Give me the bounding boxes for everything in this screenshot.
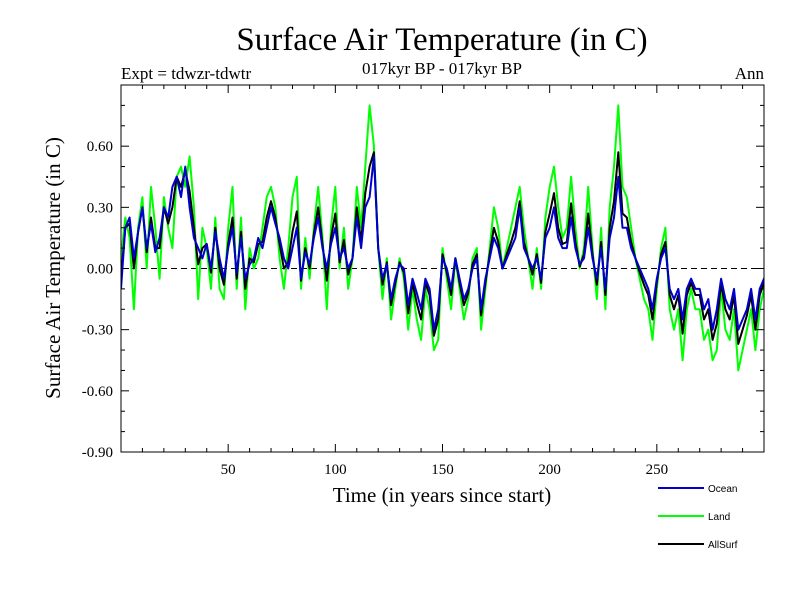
x-tick-label: 150 — [431, 462, 454, 478]
y-tick-label: 0.60 — [87, 139, 113, 155]
series-line-land — [121, 104, 764, 372]
y-tick-label: -0.30 — [82, 323, 113, 339]
x-tick-label: 200 — [538, 462, 561, 478]
chart-title: Surface Air Temperature (in C) — [236, 22, 647, 58]
legend-label-ocean: Ocean — [708, 484, 737, 495]
legend-label-allsurf: AllSurf — [708, 540, 738, 551]
x-tick-label: 100 — [324, 462, 347, 478]
y-axis-ticks: -0.90 -0.60 -0.30 0.00 0.30 0.60 — [82, 84, 764, 461]
y-tick-label: 0.00 — [87, 262, 113, 278]
x-axis-ticks: 50 100 150 200 250 — [141, 85, 744, 478]
series-lines — [121, 104, 764, 372]
y-tick-label: -0.90 — [82, 445, 113, 461]
y-axis-label: Surface Air Temperature (in C) — [41, 137, 65, 399]
series-line-ocean — [121, 155, 764, 331]
chart-subtitle: 017kyr BP - 017kyr BP — [362, 59, 522, 78]
x-axis-label: Time (in years since start) — [333, 483, 552, 507]
y-tick-label: 0.30 — [87, 200, 113, 216]
x-tick-label: 50 — [221, 462, 236, 478]
legend-label-land: Land — [708, 512, 730, 523]
y-tick-label: -0.60 — [82, 384, 113, 400]
period-label: Ann — [735, 64, 765, 83]
legend: Ocean Land AllSurf — [658, 484, 738, 551]
x-tick-label: 250 — [646, 462, 669, 478]
experiment-label: Expt = tdwzr-tdwtr — [121, 64, 251, 83]
